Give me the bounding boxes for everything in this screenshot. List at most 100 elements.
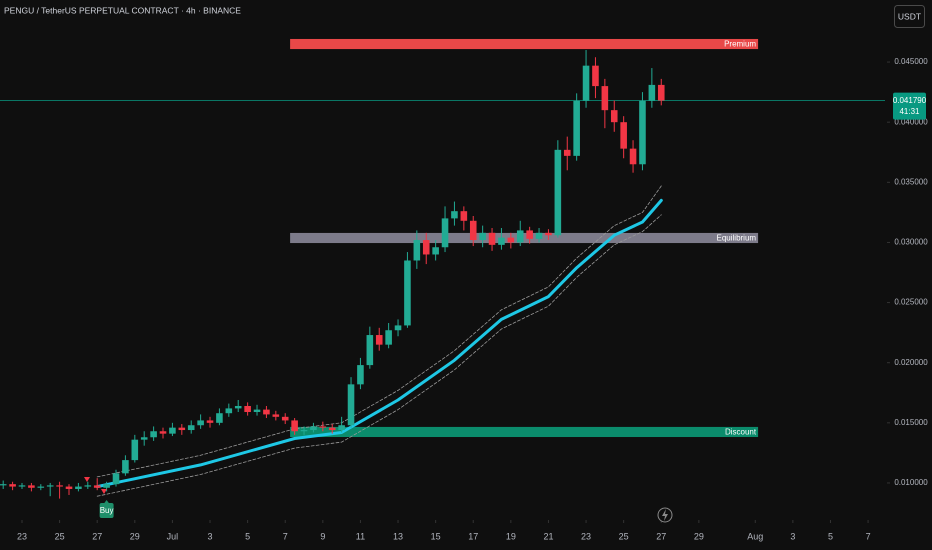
candle-body [319,426,327,428]
y-tick-label: 0.010000 [894,478,928,487]
y-tick-label: 0.025000 [894,298,928,307]
x-tick-label: Aug [747,531,763,541]
x-tick-label: 9 [320,531,325,541]
candle-body [526,230,533,239]
candle-body [545,232,552,236]
candle-body [281,416,289,421]
x-tick-label: 11 [356,531,365,541]
replay-icon[interactable] [657,507,673,523]
candle-body [84,485,92,487]
x-tick-label: 29 [130,531,140,541]
x-tick-label: 27 [92,531,102,541]
candle-body [347,384,355,426]
candle-body [0,484,7,486]
candle-body [507,237,515,243]
candle-body [93,485,101,488]
y-tick-label: 0.040000 [894,117,928,126]
candle-body [469,220,477,241]
candle-body [498,237,505,245]
candle-body [357,365,364,385]
candle-body [573,100,580,156]
x-tick-label: 23 [17,531,27,541]
candle-body [563,149,571,156]
candle-body [122,460,129,474]
candle-body [187,425,195,431]
candle-body [432,247,439,255]
candle-body [178,427,186,431]
candle-body [65,486,73,489]
candle-body [225,408,233,414]
candle-body [234,405,242,409]
countdown-label: 41:31 [899,107,920,116]
x-tick-label: 3 [790,531,795,541]
candle-body [310,426,317,431]
candle-body [516,230,524,243]
candle-body [197,420,204,426]
overlay: 23 25 27 29 Jul 3 5 7 9 11 13 15 17 19 21 23 25 27 29 Aug 3 5… [17,40,928,542]
x-tick-label: 15 [431,531,441,541]
indicator-line [95,198,663,489]
candle-body [159,431,167,434]
candle-body [263,409,270,415]
candle-body [150,431,157,438]
chart-title: PENGU / TetherUS PERPETUAL CONTRACT · 4h… [4,5,241,15]
candle-body [112,473,120,485]
y-tick-label: 0.020000 [894,358,928,367]
x-tick-label: 3 [208,531,213,541]
zones [290,38,759,438]
candle-body [9,484,16,487]
y-tick-label: 0.030000 [894,238,928,247]
candle-body [300,430,308,432]
signal-label: Buy [100,506,114,515]
signal-box [99,503,114,518]
x-tick-label: 5 [245,531,250,541]
candle-body [422,240,430,255]
x-tick-label: 21 [543,531,553,541]
candle-body [620,122,627,149]
candle-body [169,427,176,434]
candle-body [610,110,618,123]
candle-body [56,485,63,487]
zone [290,232,759,244]
candle-body [488,232,496,245]
candle-body [657,84,665,101]
x-tick-label: 23 [581,531,591,541]
y-tick-label: 0.035000 [894,177,928,186]
candle-body [385,330,392,345]
x-tick-label: 7 [866,531,871,541]
candle-body [46,485,54,487]
candle-body [37,486,45,488]
x-tick-label: 27 [656,531,666,541]
candle-body [244,405,251,413]
zone [290,38,759,50]
candle-body [272,414,280,417]
candle-body [328,427,336,431]
candle-body [639,100,646,165]
candle-body [413,240,421,261]
currency-label[interactable]: USDT [898,11,921,21]
x-tick-label: 13 [393,531,403,541]
candle-body [28,485,35,488]
candle-body [253,409,261,413]
zone [290,426,759,438]
x-tick-label: 17 [468,531,478,541]
candle-body [582,65,590,101]
y-tick-label: 0.015000 [894,418,928,427]
signal-arrow [84,477,90,482]
indicator-lines [0,100,885,497]
x-tick-label: 29 [694,531,704,541]
x-tick-label: Jul [167,531,179,541]
indicator-line [96,214,662,497]
candle-body [131,439,139,461]
candle-body [206,420,214,423]
currency-box[interactable] [894,5,925,28]
y-tick-label: 0.045000 [894,57,928,66]
x-tick-label: 7 [283,531,288,541]
candle-body [291,420,298,432]
indicator-line [96,185,662,478]
candle-body [375,335,383,345]
x-tick-label: 25 [619,531,629,541]
